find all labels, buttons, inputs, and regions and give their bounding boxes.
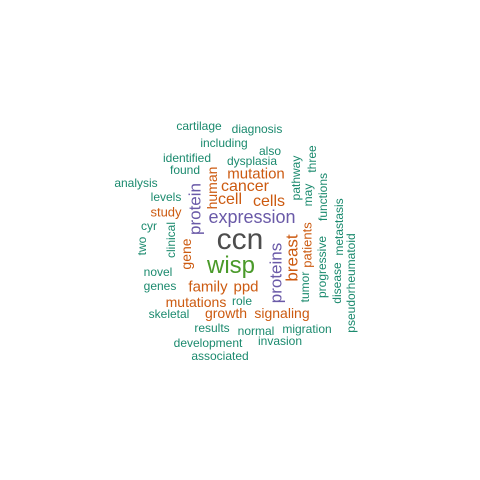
word-mutations: mutations bbox=[165, 294, 227, 310]
word-human: human bbox=[204, 166, 220, 210]
word-pseudorheumatoid: pseudorheumatoid bbox=[344, 233, 358, 333]
word-two: two bbox=[135, 236, 149, 256]
word-clinical: clinical bbox=[164, 221, 178, 259]
word-cyr: cyr bbox=[141, 219, 157, 233]
word-identified: identified bbox=[162, 151, 212, 165]
word-protein: protein bbox=[185, 183, 205, 235]
word-levels: levels bbox=[150, 190, 182, 204]
word-tumor: tumor bbox=[298, 271, 312, 303]
word-dysplasia: dysplasia bbox=[226, 154, 278, 168]
word-including: including bbox=[200, 136, 248, 150]
word-expression: expression bbox=[208, 207, 296, 227]
word-genes: genes bbox=[143, 279, 177, 293]
word-cancer: cancer bbox=[220, 178, 270, 195]
word-progressive: progressive bbox=[315, 235, 329, 299]
word-cartilage: cartilage bbox=[176, 119, 222, 133]
word-ppd: ppd bbox=[233, 278, 259, 296]
word-diagnosis: diagnosis bbox=[231, 122, 283, 136]
word-analysis: analysis bbox=[114, 176, 158, 190]
word-may: may bbox=[301, 183, 315, 207]
word-results: results bbox=[194, 321, 230, 335]
word-cells: cells bbox=[252, 193, 286, 210]
word-growth: growth bbox=[204, 305, 248, 321]
word-invasion: invasion bbox=[257, 334, 303, 348]
word-skeletal: skeletal bbox=[148, 307, 190, 321]
word-wisp: wisp bbox=[206, 252, 256, 279]
word-signaling: signaling bbox=[254, 305, 310, 321]
word-mutation: mutation bbox=[227, 165, 285, 183]
word-cell: cell bbox=[217, 191, 243, 208]
word-normal: normal bbox=[237, 324, 275, 338]
word-disease: disease bbox=[330, 262, 344, 304]
word-study: study bbox=[150, 204, 182, 220]
word-functions: functions bbox=[316, 172, 330, 222]
word-associated: associated bbox=[191, 349, 249, 363]
word-also: also bbox=[258, 144, 282, 158]
word-patients: patients bbox=[299, 222, 315, 268]
word-novel: novel bbox=[143, 265, 173, 279]
word-ccn: ccn bbox=[216, 223, 264, 256]
word-family: family bbox=[188, 278, 228, 296]
word-role: role bbox=[231, 294, 253, 308]
word-found: found bbox=[169, 163, 201, 177]
word-three: three bbox=[305, 145, 319, 173]
word-development: development bbox=[173, 336, 243, 350]
word-migration: migration bbox=[282, 322, 332, 336]
word-gene: gene bbox=[178, 238, 194, 270]
